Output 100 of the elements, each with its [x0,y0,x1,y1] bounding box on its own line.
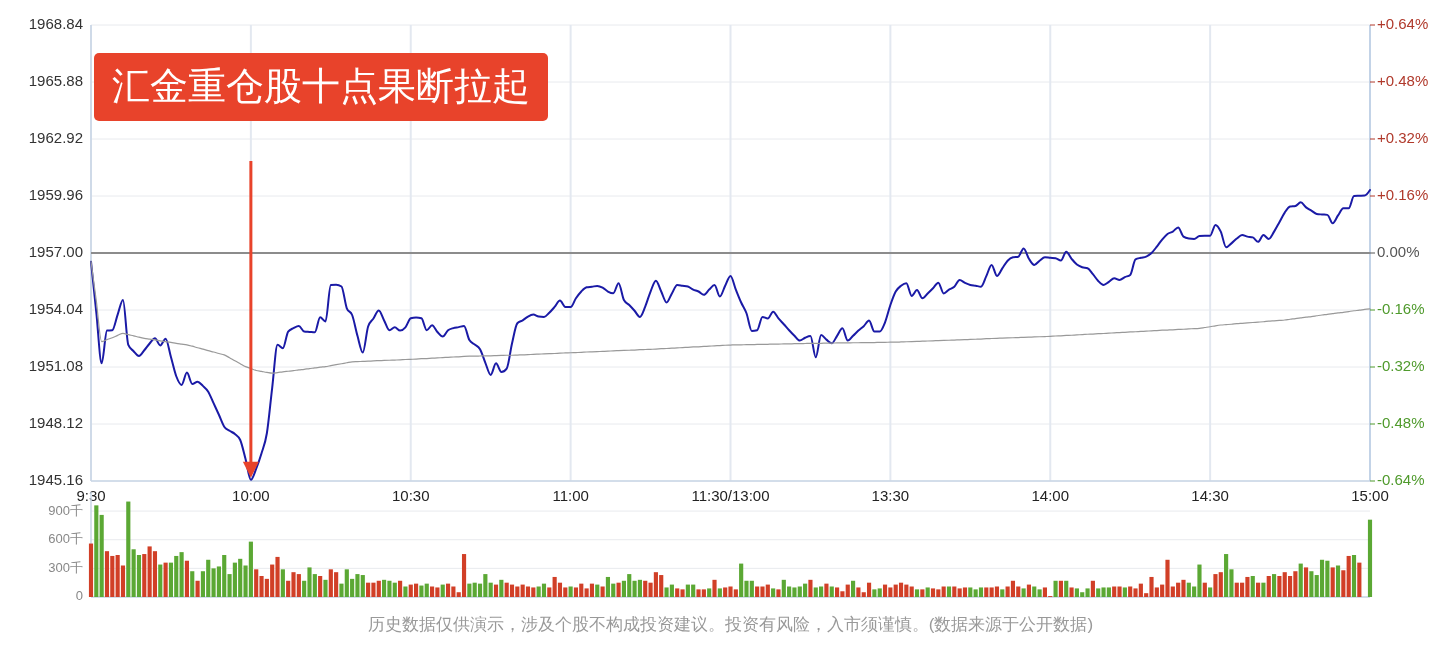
bar [99,514,104,597]
bar [195,580,200,597]
bar [589,583,595,597]
bar [525,586,531,597]
bar [184,560,189,597]
bar [1298,563,1303,597]
bar [1202,582,1207,597]
bar [872,589,877,597]
bar [856,587,861,597]
y-tick-label: 900千 [48,502,83,518]
bar [920,589,925,597]
bar [142,554,147,597]
bar [445,583,451,597]
y-tick-label: 1948.12 [28,413,83,431]
bar [1357,562,1362,597]
y2-tick-label: +0.48% [1377,71,1429,89]
bar [94,505,99,597]
bar [1266,576,1271,597]
bar [1010,580,1016,597]
bar [547,587,552,597]
bar [493,584,499,597]
x-tick-label: 15:00 [1351,486,1389,504]
bar [595,584,600,597]
y2-tick-label: +0.64% [1377,14,1429,32]
bar [1090,580,1095,597]
bar [1122,587,1127,597]
y2-tick-label: -0.48% [1377,413,1425,431]
bar [429,586,435,597]
bar [978,587,984,597]
bar [509,584,515,597]
bar [1341,570,1346,597]
bar [541,583,547,597]
bar [419,585,424,597]
bar [1037,589,1042,597]
bar [1058,580,1063,597]
annotation: 汇金重仓股十点果断拉起 [112,65,530,108]
y-tick-label: 300千 [48,559,83,575]
bar [467,583,472,597]
bar [707,588,712,597]
bar [1064,580,1069,597]
x-tick-label: 10:00 [232,486,270,504]
bar [424,583,429,597]
y-tick-label: 1945.16 [28,470,83,488]
bar [461,554,467,597]
bar [280,569,285,597]
bar [952,586,957,597]
bar [318,576,323,597]
bar [616,582,621,597]
bar [190,571,195,597]
y-tick-label: 1954.04 [28,299,83,317]
bar [941,586,946,597]
bar [1208,587,1213,597]
y-tick-label: 0 [75,588,83,604]
bar [717,588,722,597]
bar [1351,555,1357,597]
bar [1346,555,1351,597]
bar [1367,519,1373,597]
bar [600,586,605,597]
bar [882,584,888,597]
bar [1309,571,1314,597]
bar [1250,576,1255,597]
bar [398,580,403,597]
bar [829,586,834,597]
bar [1021,588,1026,597]
bar [994,586,1000,597]
bar [1261,582,1266,597]
bar [776,589,781,597]
y2-tick-label: -0.64% [1377,470,1425,488]
bar [930,588,936,597]
y2-tick-label: 0.00% [1377,242,1420,260]
line-series [90,261,1371,374]
text: 历史数据仅供演示，涉及个股不构成投资建议。投资有风险，入市须谨慎。(数据来源于公开数据) [367,615,1094,634]
x-tick-label: 11:00 [552,486,589,504]
bar [835,587,840,597]
bar [568,586,573,597]
bar [914,589,920,597]
bar [179,552,184,597]
bar [1335,565,1341,597]
x-tick-label: 14:00 [1031,486,1070,504]
bar [866,582,872,597]
y2-tick-label: +0.32% [1377,128,1429,146]
bar [1026,584,1032,597]
bar [850,580,856,597]
bar [104,551,110,597]
bar [440,584,445,597]
bar [845,584,850,597]
bar [1032,586,1037,597]
x-tick-label: 13:30 [871,486,910,504]
bar [1272,574,1277,597]
bar [403,586,408,597]
bar [962,587,968,597]
bar [1000,589,1005,597]
bar [323,579,328,597]
y-tick-label: 1968.84 [28,14,83,32]
y2-tick-label: -0.16% [1377,299,1425,317]
y-tick-label: 1965.88 [28,71,83,89]
bar [1053,580,1058,597]
bar [877,588,882,597]
bar [909,586,914,597]
bar [605,576,611,597]
